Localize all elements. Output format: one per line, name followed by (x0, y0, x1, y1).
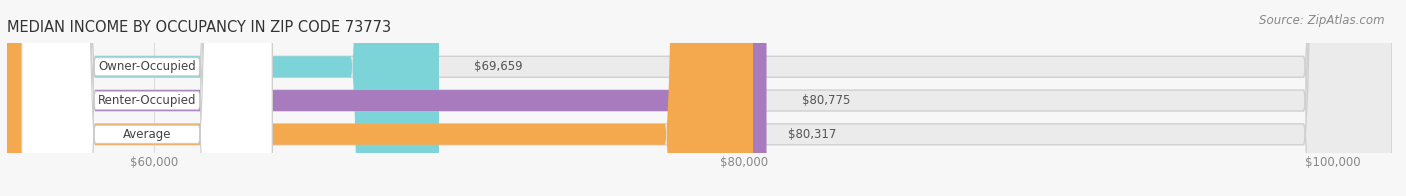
Text: Owner-Occupied: Owner-Occupied (98, 60, 195, 73)
Text: Renter-Occupied: Renter-Occupied (98, 94, 197, 107)
FancyBboxPatch shape (7, 0, 1392, 196)
Text: $80,775: $80,775 (801, 94, 851, 107)
Text: $69,659: $69,659 (474, 60, 523, 73)
FancyBboxPatch shape (21, 0, 273, 196)
FancyBboxPatch shape (21, 0, 273, 196)
Text: Source: ZipAtlas.com: Source: ZipAtlas.com (1260, 14, 1385, 27)
FancyBboxPatch shape (21, 0, 273, 196)
FancyBboxPatch shape (7, 0, 1392, 196)
FancyBboxPatch shape (7, 0, 766, 196)
FancyBboxPatch shape (7, 0, 439, 196)
FancyBboxPatch shape (7, 0, 1392, 196)
Text: MEDIAN INCOME BY OCCUPANCY IN ZIP CODE 73773: MEDIAN INCOME BY OCCUPANCY IN ZIP CODE 7… (7, 20, 391, 35)
Text: $80,317: $80,317 (789, 128, 837, 141)
Text: Average: Average (122, 128, 172, 141)
FancyBboxPatch shape (7, 0, 754, 196)
